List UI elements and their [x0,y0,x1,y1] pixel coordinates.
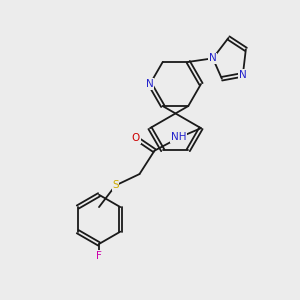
Text: O: O [132,133,140,143]
Text: NH: NH [171,132,186,142]
Text: F: F [96,251,102,261]
Text: N: N [209,53,217,63]
Text: N: N [239,70,247,80]
Text: S: S [112,181,119,190]
Text: N: N [146,79,154,89]
